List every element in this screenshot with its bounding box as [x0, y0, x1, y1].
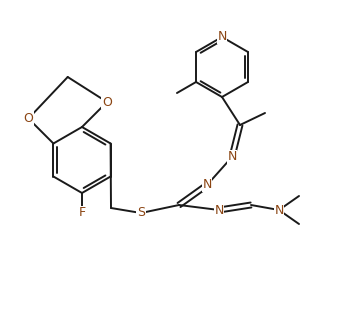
Text: N: N	[217, 31, 227, 43]
Text: O: O	[24, 112, 33, 125]
Text: N: N	[202, 179, 212, 192]
Text: O: O	[102, 95, 112, 108]
Text: N: N	[214, 203, 224, 216]
Text: N: N	[274, 203, 284, 216]
Text: S: S	[137, 207, 145, 220]
Text: N: N	[227, 151, 237, 163]
Text: F: F	[79, 207, 86, 220]
